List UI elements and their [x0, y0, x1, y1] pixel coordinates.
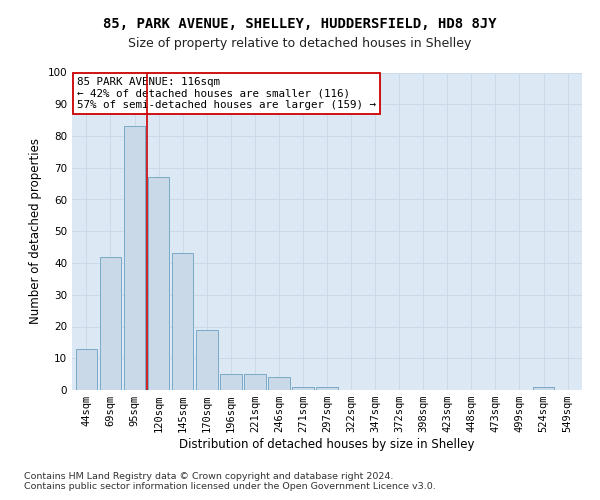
Bar [148, 178, 169, 390]
Bar [244, 374, 266, 390]
Text: Size of property relative to detached houses in Shelley: Size of property relative to detached ho… [128, 38, 472, 51]
Bar [100, 256, 121, 390]
Bar [124, 126, 145, 390]
Text: 85, PARK AVENUE, SHELLEY, HUDDERSFIELD, HD8 8JY: 85, PARK AVENUE, SHELLEY, HUDDERSFIELD, … [103, 18, 497, 32]
Bar [196, 330, 218, 390]
Bar [220, 374, 242, 390]
Bar [292, 387, 314, 390]
Bar [172, 254, 193, 390]
Bar [533, 387, 554, 390]
Bar [268, 378, 290, 390]
Bar [316, 387, 338, 390]
X-axis label: Distribution of detached houses by size in Shelley: Distribution of detached houses by size … [179, 438, 475, 451]
Y-axis label: Number of detached properties: Number of detached properties [29, 138, 42, 324]
Text: Contains HM Land Registry data © Crown copyright and database right 2024.: Contains HM Land Registry data © Crown c… [24, 472, 394, 481]
Text: Contains public sector information licensed under the Open Government Licence v3: Contains public sector information licen… [24, 482, 436, 491]
Bar [76, 348, 97, 390]
Text: 85 PARK AVENUE: 116sqm
← 42% of detached houses are smaller (116)
57% of semi-de: 85 PARK AVENUE: 116sqm ← 42% of detached… [77, 78, 376, 110]
